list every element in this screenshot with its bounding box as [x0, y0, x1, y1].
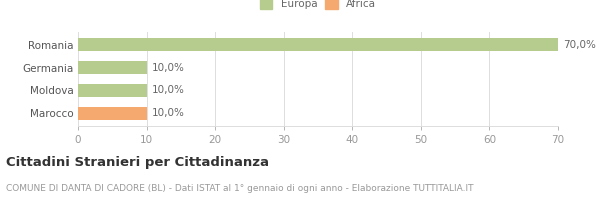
- Text: 10,0%: 10,0%: [152, 108, 185, 118]
- Bar: [78, 61, 146, 74]
- Bar: [78, 84, 146, 97]
- Text: Cittadini Stranieri per Cittadinanza: Cittadini Stranieri per Cittadinanza: [6, 156, 269, 169]
- Text: 10,0%: 10,0%: [152, 63, 185, 73]
- Legend: Europa, Africa: Europa, Africa: [257, 0, 379, 12]
- Text: 10,0%: 10,0%: [152, 85, 185, 95]
- Bar: [78, 107, 146, 120]
- Bar: [78, 38, 558, 51]
- Text: COMUNE DI DANTA DI CADORE (BL) - Dati ISTAT al 1° gennaio di ogni anno - Elabora: COMUNE DI DANTA DI CADORE (BL) - Dati IS…: [6, 184, 473, 193]
- Text: 70,0%: 70,0%: [563, 40, 596, 50]
